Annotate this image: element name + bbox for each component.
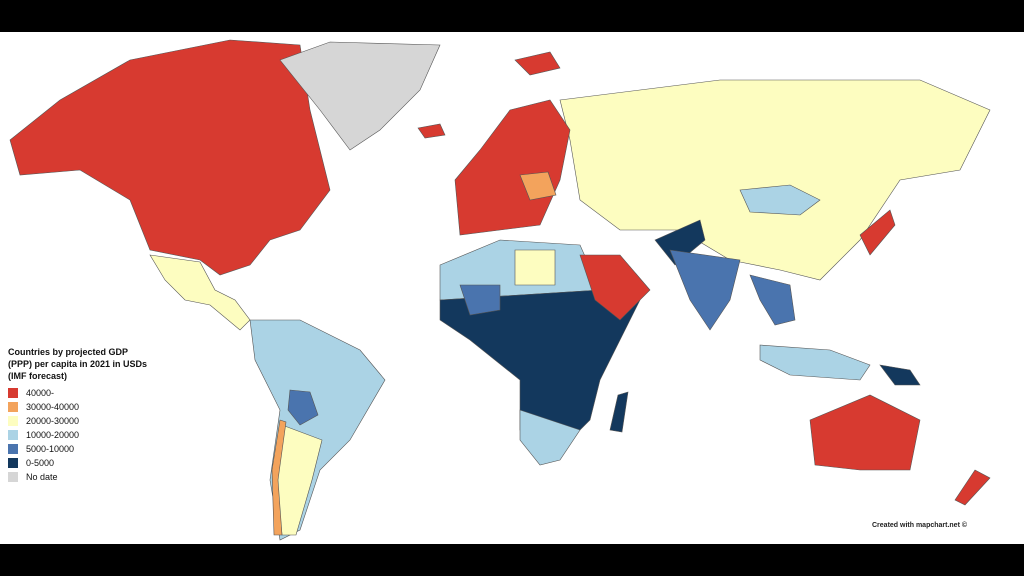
- legend-item: 30000-40000: [8, 400, 148, 414]
- legend-label: 0-5000: [26, 458, 55, 468]
- legend-label: 10000-20000: [26, 430, 80, 440]
- southeast-asia: [749, 274, 796, 326]
- legend-swatch: [8, 444, 18, 454]
- legend-swatch: [8, 416, 18, 426]
- legend-label: 5000-10000: [26, 444, 75, 454]
- legend-item: 10000-20000: [8, 428, 148, 442]
- mongolia: [739, 184, 821, 216]
- new-zealand: [954, 469, 991, 506]
- australia: [809, 394, 921, 471]
- japan: [859, 209, 896, 256]
- central-europe: [519, 171, 557, 201]
- greenland: [279, 41, 441, 151]
- legend-swatch: [8, 402, 18, 412]
- middle-east: [579, 254, 651, 321]
- legend-label: No date: [26, 472, 58, 482]
- afghanistan: [654, 219, 706, 266]
- legend-swatch: [8, 458, 18, 468]
- madagascar: [609, 391, 629, 433]
- europe: [454, 99, 571, 236]
- legend-title: Countries by projected GDP (PPP) per cap…: [8, 347, 148, 381]
- legend: Countries by projected GDP (PPP) per cap…: [8, 346, 148, 484]
- indonesia: [759, 344, 871, 381]
- west-africa-mid: [459, 284, 501, 316]
- legend-swatch: [8, 472, 18, 482]
- legend-item: 5000-10000: [8, 442, 148, 456]
- legend-item: 40000-: [8, 386, 148, 400]
- papua-new-guinea: [879, 364, 921, 386]
- credit: Created with mapchart.net ©: [872, 522, 968, 529]
- legend-label: 30000-40000: [26, 402, 80, 412]
- legend-label: 40000-: [26, 388, 55, 398]
- legend-swatch: [8, 430, 18, 440]
- iceland: [417, 123, 446, 139]
- world-map: [0, 32, 1024, 544]
- southern-africa: [519, 409, 581, 466]
- legend-swatch: [8, 388, 18, 398]
- south-america: [249, 319, 386, 541]
- legend-items: 40000- 30000-40000 20000-30000 10000-20000 5…: [8, 386, 148, 484]
- bolivia: [287, 389, 319, 426]
- north-america: [9, 39, 331, 276]
- legend-label: 20000-30000: [26, 416, 80, 426]
- india: [669, 249, 741, 331]
- chile: [271, 419, 287, 536]
- asia: [559, 79, 991, 281]
- libya: [514, 249, 556, 286]
- arctic-islands: [514, 51, 561, 76]
- central-america: [149, 254, 251, 331]
- legend-item: 0-5000: [8, 456, 148, 470]
- legend-item: No date: [8, 470, 148, 484]
- legend-item: 20000-30000: [8, 414, 148, 428]
